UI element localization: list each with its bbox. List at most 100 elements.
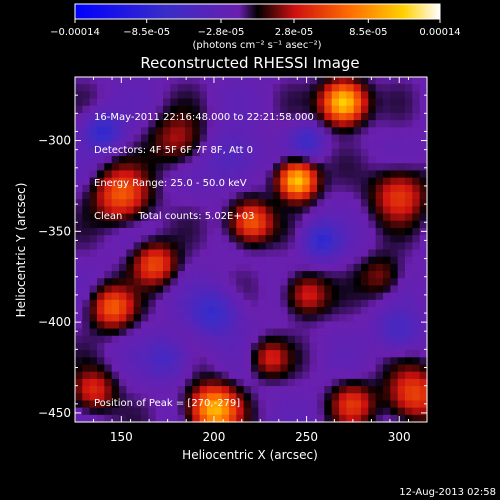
heatmap-cell [405,249,413,258]
heatmap-cell [170,314,179,322]
heatmap-cell [309,271,318,279]
heatmap-cell [273,378,281,387]
heatmap-cell [82,328,91,337]
heatmap-cell [287,105,296,114]
heatmap-cell [361,120,369,128]
heatmap-cell [390,321,399,330]
heatmap-cell [221,407,230,416]
heatmap-cell [148,184,157,193]
heatmap-cell [192,400,201,409]
heatmap-cell [280,285,289,294]
heatmap-cell [82,263,91,272]
heatmap-cell [412,77,421,85]
heatmap-cell [236,271,245,279]
heatmap-cell [309,386,318,394]
heatmap-cell [82,156,91,164]
heatmap-cell [119,292,127,301]
heatmap-cell [397,156,406,164]
heatmap-cell [89,292,98,301]
heatmap-cell [412,414,421,423]
heatmap-cell [111,192,120,200]
heatmap-cell [280,112,289,121]
heatmap-cell [331,84,340,92]
heatmap-cell [89,105,98,114]
heatmap-cell [89,393,98,402]
heatmap-cell [390,378,399,387]
heatmap-cell [192,184,201,193]
heatmap-cell [170,256,179,265]
heatmap-cell [163,177,171,186]
heatmap-cell [251,292,259,301]
heatmap-cell [309,314,318,322]
heatmap-cell [331,314,340,322]
heatmap-cell [119,220,127,229]
heatmap-cell [273,357,281,366]
heatmap-cell [148,170,157,179]
heatmap-cell [339,364,347,373]
heatmap-cell [302,98,311,107]
heatmap-cell [75,357,83,366]
heatmap-cell [243,407,252,416]
heatmap-cell [383,314,391,322]
heatmap-cell [295,292,303,301]
heatmap-cell [141,199,149,207]
heatmap-cell [361,278,369,287]
heatmap-cell [368,386,377,394]
heatmap-cell [243,357,252,366]
heatmap-cell [199,77,208,85]
heatmap-cell [280,321,289,330]
heatmap-cell [104,148,113,157]
heatmap-cell [361,134,369,143]
heatmap-cell [251,256,259,265]
heatmap-cell [309,378,318,387]
heatmap-cell [353,271,362,279]
heatmap-cell [280,156,289,164]
heatmap-cell [258,249,267,258]
heatmap-cell [302,271,311,279]
heatmap-cell [133,112,142,121]
heatmap-cell [119,105,127,114]
heatmap-cell [331,299,340,308]
heatmap-cell [141,371,149,380]
heatmap-cell [170,112,179,121]
heatmap-cell [331,98,340,107]
heatmap-cell [111,328,120,337]
heatmap-cell [339,220,347,229]
heatmap-cell [133,263,142,272]
heatmap-cell [265,335,274,344]
heatmap-cell [258,227,267,236]
heatmap-cell [141,134,149,143]
heatmap-cell [104,292,113,301]
heatmap-cell [236,163,245,172]
heatmap-cell [317,414,325,423]
heatmap-cell [258,156,267,164]
heatmap-cell [141,84,149,92]
heatmap-cell [75,98,83,107]
heatmap-cell [111,213,120,222]
heatmap-cell [192,206,201,215]
heatmap-cell [207,342,215,351]
heatmap-cell [273,98,281,107]
heatmap-cell [199,307,208,315]
heatmap-cell [229,321,237,330]
heatmap-cell [353,378,362,387]
heatmap-cell [295,393,303,402]
heatmap-cell [361,414,369,423]
heatmap-cell [243,141,252,150]
heatmap-cell [375,227,384,236]
heatmap-cell [324,299,333,308]
heatmap-cell [265,400,274,409]
heatmap-cell [148,84,157,92]
heatmap-cell [82,163,91,172]
heatmap-cell [273,249,281,258]
heatmap-cell [324,393,333,402]
heatmap-cell [82,299,91,308]
heatmap-cell [185,350,193,358]
heatmap-cell [207,328,215,337]
heatmap-cell [229,407,237,416]
heatmap-cell [163,249,171,258]
heatmap-cell [324,156,333,164]
heatmap-cell [397,170,406,179]
heatmap-cell [97,227,105,236]
heatmap-cell [295,98,303,107]
